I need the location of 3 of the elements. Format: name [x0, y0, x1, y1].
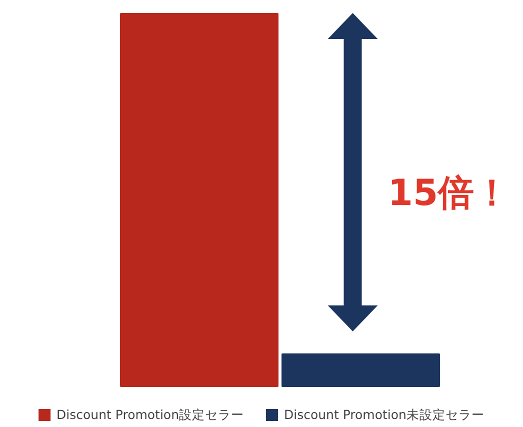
legend-label: Discount Promotion設定セラー: [56, 407, 244, 422]
annotation: 15倍！: [388, 173, 510, 214]
legend-label: Discount Promotion未設定セラー: [284, 407, 484, 422]
